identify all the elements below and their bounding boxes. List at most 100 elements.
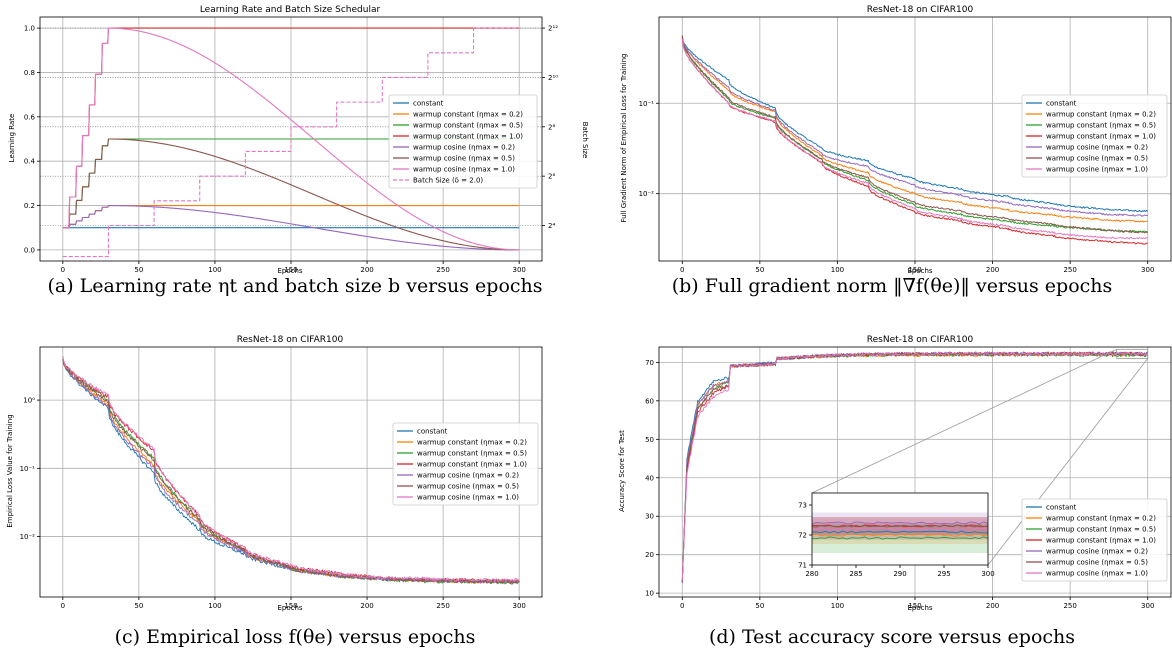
tick-label-y-c: 10⁻¹	[20, 465, 36, 473]
inset-line-4	[811, 521, 989, 525]
inset-line-2	[811, 536, 989, 540]
legend-label-d: warmup cosine (ηmax = 0.2)	[1046, 548, 1148, 556]
tick-label-x-a: 150	[284, 266, 297, 274]
tick-label-x-b: 200	[986, 266, 999, 274]
legend-label-b: warmup cosine (ηmax = 0.2)	[1046, 144, 1148, 152]
tick-label-x-a: 100	[208, 266, 221, 274]
grad-norm-line-4	[681, 36, 1148, 217]
chart-c-ylabel: Empirical Loss Value for Training	[6, 414, 14, 527]
legend-label-c: warmup cosine (ηmax = 0.2)	[417, 472, 519, 480]
caption-c: (c) Empirical loss f(θe) versus epochs	[114, 626, 476, 648]
loss-line-5	[62, 359, 520, 584]
tick-label-y2-a: 2¹⁰	[548, 74, 558, 82]
grad-norm-line-1	[681, 36, 1148, 223]
legend-label-b: constant	[1046, 100, 1077, 108]
tick-label-x-b: 250	[1063, 266, 1076, 274]
legend-label-b: warmup cosine (ηmax = 0.5)	[1046, 155, 1148, 163]
tick-label-x-b: 150	[908, 266, 921, 274]
grad-norm-line-0	[681, 36, 1149, 213]
tick-label-x-c: 100	[208, 602, 221, 610]
inset-line-1	[811, 533, 989, 537]
tick-label-x-c: 0	[61, 602, 65, 610]
tick-label-x-b: 300	[1141, 266, 1154, 274]
inset-tick-label-y: 71	[798, 562, 807, 570]
legend-label-b: warmup constant (ηmax = 0.5)	[1046, 122, 1156, 130]
legend-label-b: warmup cosine (ηmax = 1.0)	[1046, 166, 1148, 174]
inset-tick-label-x: 285	[849, 570, 862, 578]
chart-a-ylabel: Learning Rate	[8, 114, 16, 163]
chart-b: ResNet-18 on CIFAR100 Full Gradient Norm…	[620, 5, 1172, 275]
legend-label-c: warmup constant (ηmax = 0.5)	[417, 450, 527, 458]
chart-a: Learning Rate and Batch Size Schedular L…	[8, 5, 589, 275]
plot-frame-c	[39, 346, 543, 598]
legend-label-b: warmup constant (ηmax = 1.0)	[1046, 133, 1156, 141]
plot-frame-d	[658, 346, 1172, 598]
legend-label-d: warmup cosine (ηmax = 1.0)	[1046, 570, 1148, 578]
tick-label-x-d: 50	[755, 602, 764, 610]
tick-label-x-c: 150	[284, 602, 297, 610]
tick-label-x-c: 50	[134, 602, 143, 610]
tick-label-y-a: 0.8	[24, 69, 35, 77]
tick-label-y-a: 0.0	[24, 246, 35, 254]
chart-d: ResNet-18 on CIFAR100 Accuracy Score for…	[618, 335, 1172, 612]
chart-a-title: Learning Rate and Batch Size Schedular	[200, 5, 381, 15]
legend-label-c: warmup cosine (ηmax = 1.0)	[417, 494, 519, 502]
plot-frame-a	[39, 16, 543, 262]
legend-label-c: warmup constant (ηmax = 0.2)	[417, 439, 527, 447]
tick-label-x-a: 0	[61, 266, 65, 274]
acc-line-6	[681, 351, 1149, 581]
tick-label-y2-a: 2⁴	[548, 222, 555, 230]
inset-line-5	[811, 524, 989, 528]
tick-label-x-b: 0	[680, 266, 684, 274]
plot-frame-b	[658, 16, 1172, 262]
chart-c-xlabel: Epochs	[277, 604, 302, 612]
chart-c: ResNet-18 on CIFAR100 Empirical Loss Val…	[6, 335, 543, 612]
legend-box-a	[388, 94, 538, 189]
grad-norm-line-6	[681, 38, 1148, 240]
chart-b-title: ResNet-18 on CIFAR100	[867, 5, 974, 15]
legend-box-b	[1021, 94, 1168, 178]
legend-label-a: warmup cosine (ηmax = 0.5)	[413, 155, 515, 163]
tick-label-x-a: 250	[436, 266, 449, 274]
legend-label-c: warmup cosine (ηmax = 0.5)	[417, 483, 519, 491]
legend-box-d	[1021, 498, 1168, 582]
legend-label-d: warmup cosine (ηmax = 0.5)	[1046, 559, 1148, 567]
chart-b-ylabel: Full Gradient Norm of Empirical Loss for…	[620, 54, 628, 223]
inset-tick-label-y: 73	[798, 502, 807, 510]
inset-tick-label-x: 280	[805, 570, 818, 578]
inset-tick-label-x: 290	[893, 570, 906, 578]
legend-label-a: warmup cosine (ηmax = 1.0)	[413, 166, 515, 174]
batch-size-line	[62, 27, 520, 258]
zoom-region	[1116, 348, 1149, 359]
tick-label-y-d: 50	[645, 436, 654, 444]
tick-label-x-d: 100	[831, 602, 844, 610]
chart-d-title: ResNet-18 on CIFAR100	[867, 335, 974, 345]
tick-label-x-c: 250	[436, 602, 449, 610]
legend-label-a: constant	[413, 100, 444, 108]
legend-label-c: warmup constant (ηmax = 1.0)	[417, 461, 527, 469]
tick-label-y-b: 10⁻¹	[639, 100, 655, 108]
legend-label-d: warmup constant (ηmax = 0.5)	[1046, 526, 1156, 534]
caption-b: (b) Full gradient norm ‖∇f(θe)‖ versus e…	[671, 275, 1113, 297]
tick-label-y-d: 30	[645, 513, 654, 521]
chart-a-y2label: Batch Size	[581, 122, 589, 159]
tick-label-y-d: 20	[645, 551, 654, 559]
legend-label-a: warmup constant (ηmax = 0.5)	[413, 122, 523, 130]
tick-label-y-a: 0.6	[24, 113, 36, 121]
lr-line-5	[62, 138, 520, 251]
inset-tick-label-x: 300	[981, 570, 994, 578]
tick-label-x-b: 50	[755, 266, 764, 274]
inset-line-6	[811, 527, 989, 531]
zoom-connector	[987, 358, 1149, 566]
caption-a: (a) Learning rate ηt and batch size b ve…	[47, 275, 543, 297]
tick-label-y-d: 70	[645, 359, 654, 367]
legend-label-d: warmup constant (ηmax = 0.2)	[1046, 515, 1156, 523]
lr-line-1	[62, 205, 520, 229]
legend-label-d: constant	[1046, 504, 1077, 512]
lr-line-3	[62, 27, 520, 229]
tick-label-y2-a: 2¹²	[548, 25, 558, 33]
tick-label-x-b: 100	[831, 266, 844, 274]
caption-d: (d) Test accuracy score versus epochs	[708, 626, 1076, 648]
legend-label-a: warmup constant (ηmax = 0.2)	[413, 111, 523, 119]
legend-label-d: warmup constant (ηmax = 1.0)	[1046, 537, 1156, 545]
